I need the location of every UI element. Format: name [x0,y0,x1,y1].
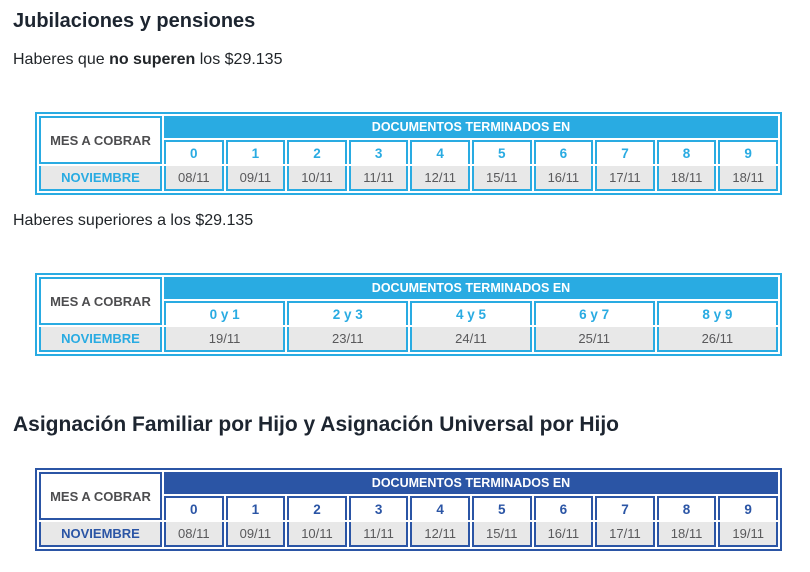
date-cell: 17/11 [595,522,655,547]
section-title-asignaciones: Asignación Familiar por Hijo y Asignació… [13,413,620,436]
digit-cell: 6 [533,496,594,520]
digit-header-row: 0 1 2 3 4 5 6 7 8 9 [39,496,778,520]
date-cell: 16/11 [533,522,594,547]
digit-cell: 2 [287,140,347,164]
digit-cell: 9 [718,496,778,520]
digit-cell: 2 [287,496,347,520]
digit-cell: 4 [410,496,470,520]
documentos-terminados-header: DOCUMENTOS TERMINADOS EN [164,116,778,138]
subtitle-haberes-no-superen: Haberes que no superen los $29.135 [13,49,810,70]
date-cell: 12/11 [410,522,470,547]
date-cell: 09/11 [225,522,286,547]
table-jubilaciones-hasta: MES A COBRAR DOCUMENTOS TERMINADOS EN 0 … [35,112,782,195]
date-cell: 18/11 [718,166,778,191]
date-cell: 08/11 [164,522,224,547]
digit-cell: 7 [595,496,655,520]
subtitle-haberes-superiores: Haberes superiores a los $29.135 [13,212,254,229]
mes-a-cobrar-header: MES A COBRAR [39,277,162,325]
dates-row: NOVIEMBRE 08/11 09/11 10/11 11/11 12/11 … [39,522,778,547]
date-cell: 18/11 [656,522,717,547]
documentos-terminados-header: DOCUMENTOS TERMINADOS EN [164,472,778,494]
month-cell: NOVIEMBRE [39,327,162,352]
date-cell: 19/11 [718,522,778,547]
date-cell: 17/11 [595,166,655,191]
digit-cell: 1 [225,496,286,520]
date-cell: 24/11 [410,327,532,352]
date-cell: 11/11 [348,166,409,191]
dates-row: NOVIEMBRE 08/11 09/11 10/11 11/11 12/11 … [39,166,778,191]
subtitle-suffix: los $29.135 [195,51,283,68]
digit-header-row: 0 1 2 3 4 5 6 7 8 9 [39,140,778,164]
digit-cell: 8 y 9 [656,301,778,325]
date-cell: 26/11 [656,327,778,352]
digit-cell: 4 [410,140,470,164]
digit-cell: 7 [595,140,655,164]
digit-cell: 6 [533,140,594,164]
month-cell: NOVIEMBRE [39,166,162,191]
digit-cell: 5 [471,140,532,164]
digit-cell: 1 [225,140,286,164]
subtitle-prefix: Haberes que [13,51,110,68]
date-cell: 08/11 [164,166,224,191]
digit-cell: 0 [164,496,224,520]
subtitle-bold-text: no superen [109,51,196,68]
date-cell: 11/11 [348,522,409,547]
digit-cell: 6 y 7 [533,301,655,325]
digit-cell: 4 y 5 [410,301,532,325]
table-jubilaciones-superiores: MES A COBRAR DOCUMENTOS TERMINADOS EN 0 … [35,273,782,356]
digit-cell: 8 [656,496,717,520]
documentos-terminados-header: DOCUMENTOS TERMINADOS EN [164,277,778,299]
month-cell: NOVIEMBRE [39,522,162,547]
digit-cell: 9 [718,140,778,164]
mes-a-cobrar-header: MES A COBRAR [39,116,162,164]
date-cell: 10/11 [287,522,347,547]
digit-cell: 3 [348,140,409,164]
digit-cell: 8 [656,140,717,164]
date-cell: 25/11 [533,327,655,352]
digit-cell: 0 y 1 [164,301,286,325]
date-cell: 10/11 [287,166,347,191]
table-asignaciones: MES A COBRAR DOCUMENTOS TERMINADOS EN 0 … [35,468,782,551]
date-cell: 12/11 [410,166,470,191]
date-cell: 16/11 [533,166,594,191]
date-cell: 18/11 [656,166,717,191]
mes-a-cobrar-header: MES A COBRAR [39,472,162,520]
digit-cell: 5 [471,496,532,520]
payment-schedule-page: Jubilaciones y pensiones Haberes que no … [0,8,810,572]
date-cell: 15/11 [471,522,532,547]
page-title: Jubilaciones y pensiones [13,10,256,32]
date-cell: 19/11 [164,327,286,352]
digit-cell: 0 [164,140,224,164]
dates-row: NOVIEMBRE 19/11 23/11 24/11 25/11 26/11 [39,327,778,352]
date-cell: 23/11 [287,327,409,352]
digit-cell: 2 y 3 [287,301,409,325]
date-cell: 15/11 [471,166,532,191]
digit-cell: 3 [348,496,409,520]
date-cell: 09/11 [225,166,286,191]
digit-header-row: 0 y 1 2 y 3 4 y 5 6 y 7 8 y 9 [39,301,778,325]
